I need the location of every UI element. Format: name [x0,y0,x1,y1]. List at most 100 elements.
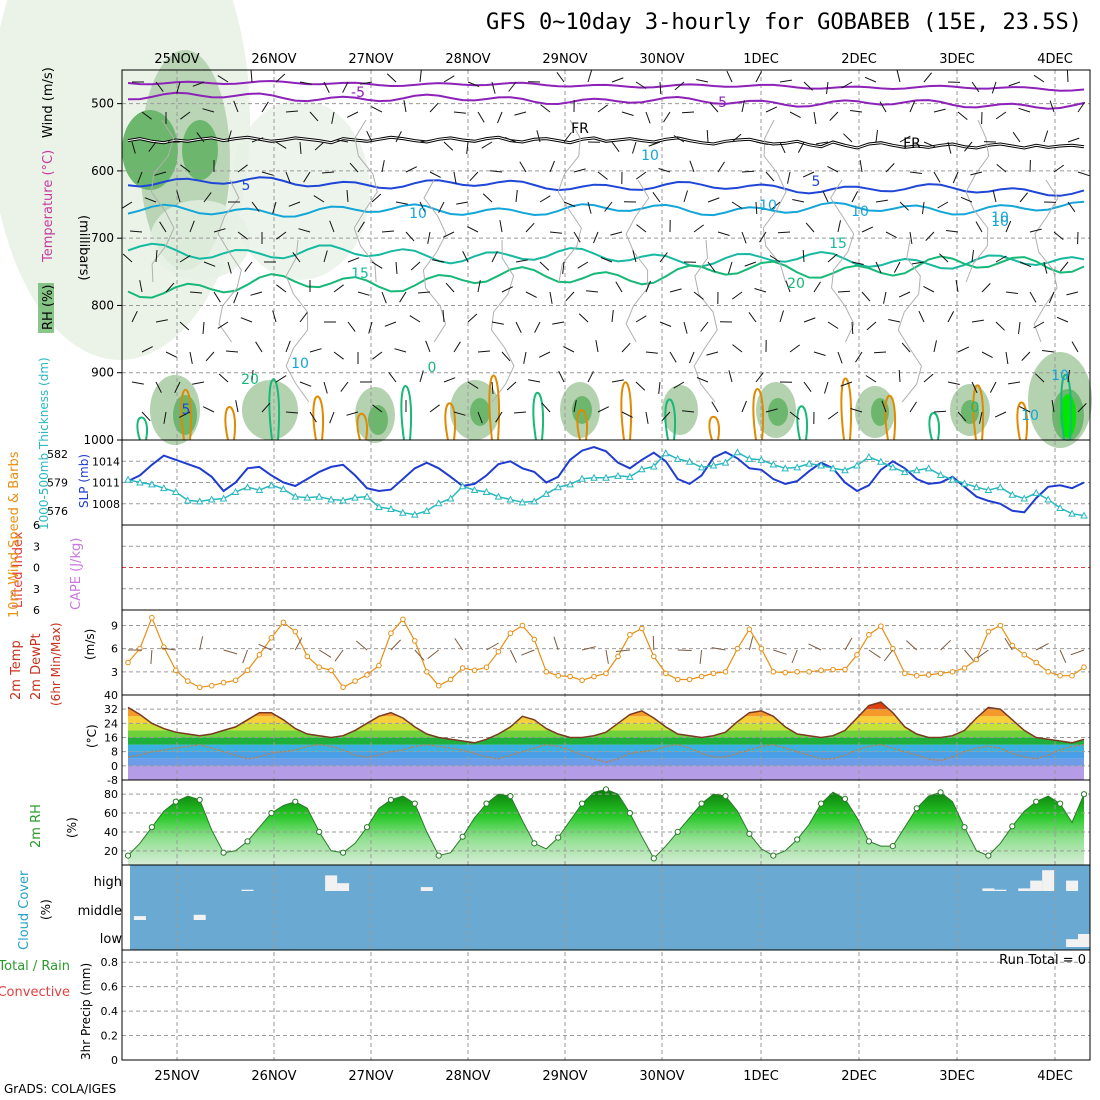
temp-tick-label: 0 [111,760,118,773]
rh-marker [841,795,849,803]
wind-barb [251,137,264,143]
wind-barb [314,141,325,151]
wind-barb [865,375,877,383]
wind-barb [515,190,518,203]
surface-temp-contour [488,374,501,441]
wind-barb [513,411,527,414]
stability-tick-label: 0 [33,562,40,575]
wind-barb [587,201,592,214]
ylabel-2m-dewpt: 2m DewPt [29,633,44,700]
thickness-marker [793,463,802,471]
wind-barb [541,402,551,413]
wind-speed-marker [913,672,920,679]
wind-speed-marker [316,664,323,671]
wind-barb [901,342,911,353]
rh-marker [220,849,227,856]
wind-barb [1035,373,1045,383]
wind-barb [1066,69,1069,83]
wind-barb [372,404,383,413]
wind-barb [1005,291,1018,294]
thickness-tick-label: 576 [47,505,68,518]
wind-barb [429,404,440,413]
wind-speed-marker [925,672,932,678]
cloud-cell [982,888,995,891]
wind-barb [333,284,344,293]
surface-temp-contour [312,395,324,441]
wind-barb [947,141,952,154]
wind10-barb [486,642,499,651]
wind-speed-marker [818,667,824,674]
wind-barb [519,161,527,173]
wind-barb [443,75,455,83]
wind-barb [755,372,764,383]
rh-marker [387,796,394,803]
wind-barb [556,72,565,83]
rh-marker [937,789,944,796]
wind-barb [395,201,408,205]
thickness-marker [1080,511,1088,519]
wind-speed-marker [220,679,227,686]
wind-barb [1043,130,1049,143]
wind-speed-marker [878,623,884,630]
wind10-barb [223,649,238,655]
wind-barb [706,351,719,356]
wind-barb [347,321,356,332]
wind-barb [202,406,215,413]
thickness-marker [458,482,467,490]
wind-barb [523,351,527,364]
thickness-marker [590,473,598,481]
wind-barb [851,261,864,265]
wind-tick-label: 6 [111,643,118,656]
wind-barb [189,220,195,233]
wind-barb [696,377,709,383]
wind-barb [789,411,800,420]
wind-barb [203,192,212,203]
wind-barb [237,231,248,240]
cloud-cell [1018,888,1031,891]
surface-temp-contour [840,377,853,441]
thickness-marker [1044,495,1052,503]
thickness-marker [375,503,383,511]
wind-barb [131,141,136,154]
wind-barb [840,381,853,387]
wind-barb [779,79,792,83]
wind-barb [803,81,813,91]
wind-barb [611,310,614,323]
wind-barb [323,250,328,263]
wind-speed-marker [830,666,836,673]
wind-barb [621,111,634,116]
thickness-marker [148,480,156,488]
wind-barb [218,373,229,383]
wind10-barb [773,649,787,655]
wind-barb [419,370,424,383]
rh-marker [770,852,777,859]
y-tick-label: 1000 [83,433,114,447]
wind-barb [837,220,841,233]
wind-barb [360,81,373,85]
thickness-marker [912,466,921,474]
wind-barbs-layer [121,69,1090,665]
surface-temp-contour [1016,401,1028,441]
wind-barb [251,201,260,212]
wind-barb [453,111,466,114]
wind-barb [593,231,599,244]
wind-barb [682,410,695,413]
thickness-marker [626,472,634,480]
wind-barb [741,100,745,113]
wind-barb [661,411,671,422]
wind-barb [741,231,747,244]
wind-barb [469,171,479,182]
wind-barb [227,130,232,143]
cloud-cell [193,914,206,920]
panel-frame-precip [121,949,1091,1061]
rh-marker [1033,798,1040,805]
wind-barb [946,230,959,233]
wind-barb [497,111,503,124]
wind-speed-marker [806,669,812,675]
wind-barb [912,261,925,265]
wind-speed-marker [328,667,334,674]
wind-barb [261,171,274,176]
wind-barb [933,108,946,113]
wind-barb [600,257,613,263]
wind-tick-label: 9 [111,619,118,632]
